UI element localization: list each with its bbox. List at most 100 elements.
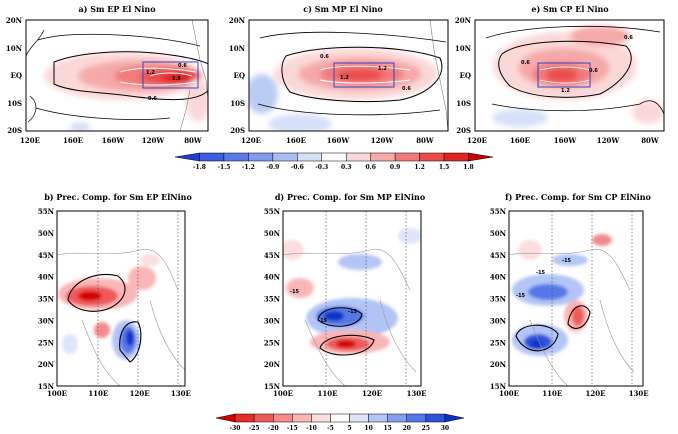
panel-d-contour-label: -15 — [318, 318, 328, 324]
x-tick: 130E — [171, 389, 191, 398]
x-tick: 110E — [88, 389, 108, 398]
x-tick: 110E — [318, 389, 338, 398]
y-tick: 55N — [490, 207, 507, 216]
precip-colorbar-label: -10 — [306, 425, 317, 432]
precip-colorbar-swatch — [311, 413, 331, 423]
panel-f-frame — [508, 210, 644, 387]
x-tick: 160E — [510, 136, 530, 145]
precip-colorbar-swatch — [425, 413, 446, 423]
sst-colorbar-swatch — [248, 152, 274, 162]
y-tick: 40N — [490, 273, 507, 282]
y-tick: 35N — [264, 295, 281, 304]
x-tick: 100E — [47, 389, 67, 398]
y-tick: 20N — [490, 360, 507, 369]
y-tick: 10S — [230, 99, 245, 108]
panel-e-yticks: 20N 10N EQ 10S 20S — [455, 16, 472, 135]
panel-d-title: d) Prec. Comp. for Sm MP ElNino — [275, 192, 426, 202]
x-tick: 80W — [184, 136, 202, 145]
sst-colorbar-swatch — [370, 152, 396, 162]
x-tick: 120E — [241, 136, 261, 145]
panel-d: d) Prec. Comp. for Sm MP ElNino -15 — [275, 192, 426, 387]
sst-colorbar-label: 0.6 — [365, 164, 375, 171]
sst-colorbar-label: -0.3 — [315, 164, 328, 171]
panel-e-contour-label: 0.6 — [589, 68, 598, 74]
y-tick: 50N — [490, 229, 507, 238]
precip-colorbar-label: 15 — [384, 425, 392, 432]
x-tick: 120E — [20, 136, 40, 145]
y-tick: EQ — [234, 71, 245, 80]
panel-b-frame — [56, 210, 186, 387]
precip-colorbar-swatch — [234, 413, 255, 423]
panel-c-contour-label: 1.2 — [378, 66, 387, 72]
x-tick: 120W — [597, 136, 620, 145]
precip-colorbar-swatch — [330, 413, 350, 423]
sst-colorbar-swatch — [394, 152, 420, 162]
precip-colorbar-swatch — [253, 413, 274, 423]
panel-f-contour-label: -15 — [562, 258, 572, 264]
precip-colorbar-label: -30 — [230, 425, 241, 432]
sst-colorbar-label: 1.2 — [414, 164, 424, 171]
x-tick: 130E — [407, 389, 427, 398]
y-tick: 15N — [264, 382, 281, 391]
y-tick: 20S — [456, 126, 471, 135]
sst-colorbar-label: -1.2 — [242, 164, 255, 171]
precip-colorbar-label: 20 — [403, 425, 411, 432]
x-tick: 80W — [641, 136, 659, 145]
sst-colorbar-label: -0.6 — [291, 164, 304, 171]
x-tick: 100E — [273, 389, 293, 398]
y-tick: 15N — [38, 382, 55, 391]
y-tick: 50N — [38, 229, 55, 238]
panel-e-contour-label: 0.6 — [624, 35, 633, 41]
sst-colorbar-swatch — [468, 152, 494, 162]
sst-colorbar-swatch — [321, 152, 347, 162]
x-tick: 160E — [286, 136, 306, 145]
y-tick: 10N — [455, 44, 472, 53]
y-tick: 35N — [38, 295, 55, 304]
x-tick: 120E — [362, 389, 382, 398]
precip-colorbar-label: 5 — [347, 425, 351, 432]
y-tick: 30N — [264, 316, 281, 325]
y-tick: 55N — [38, 207, 55, 216]
y-tick: 10S — [7, 99, 22, 108]
y-tick: 55N — [264, 207, 281, 216]
y-tick: EQ — [11, 71, 22, 80]
x-tick: 100E — [499, 389, 519, 398]
panel-b-title: b) Prec. Comp. for Sm EP ElNino — [44, 192, 192, 202]
sst-colorbar-swatch — [272, 152, 298, 162]
panel-a-frame — [25, 19, 209, 132]
x-tick: 120E — [130, 389, 150, 398]
panel-c-xticks: 120E 160E 160W 120W 80W — [241, 136, 434, 145]
y-tick: 20N — [455, 16, 472, 25]
sst-colorbar-swatch — [223, 152, 249, 162]
panel-a-xticks: 120E 160E 160W 120W 80W — [20, 136, 202, 145]
y-tick: 20S — [230, 126, 245, 135]
y-tick: 30N — [38, 316, 55, 325]
panel-a-yticks: 20N 10N EQ 10S 20S — [6, 16, 23, 135]
y-tick: 10N — [229, 44, 246, 53]
x-tick: 120E — [585, 389, 605, 398]
y-tick: 15N — [490, 382, 507, 391]
sst-colorbar-swatch — [443, 152, 469, 162]
x-tick: 160W — [554, 136, 577, 145]
y-tick: 10S — [456, 99, 471, 108]
panel-a-contour-label: 1.8 — [172, 76, 181, 82]
panel-c-title: c) Sm MP El Nino — [303, 4, 383, 14]
precip-colorbar-swatch — [444, 413, 465, 423]
precip-colorbar-label: 30 — [441, 425, 449, 432]
sst-colorbar-label: -0.9 — [266, 164, 279, 171]
x-tick: 80W — [416, 136, 434, 145]
y-tick: 45N — [38, 251, 55, 260]
panel-a-title: a) Sm EP El Nino — [78, 4, 156, 14]
sst-colorbar-label: -1.8 — [193, 164, 206, 171]
panel-a-field — [26, 20, 208, 131]
sst-colorbar-label: 0.3 — [341, 164, 351, 171]
precip-colorbar-swatch — [215, 413, 236, 423]
precip-colorbar-label: -25 — [249, 425, 260, 432]
precip-colorbar-swatch — [272, 413, 293, 423]
y-tick: 25N — [264, 338, 281, 347]
y-tick: 35N — [490, 295, 507, 304]
sst-colorbar-label: 1.8 — [463, 164, 473, 171]
panel-a: a) Sm EP El Nino 1.2 1.8 0.6 0.6 — [6, 4, 209, 145]
precip-colorbar-label: -15 — [287, 425, 298, 432]
panel-e-frame — [474, 19, 665, 132]
